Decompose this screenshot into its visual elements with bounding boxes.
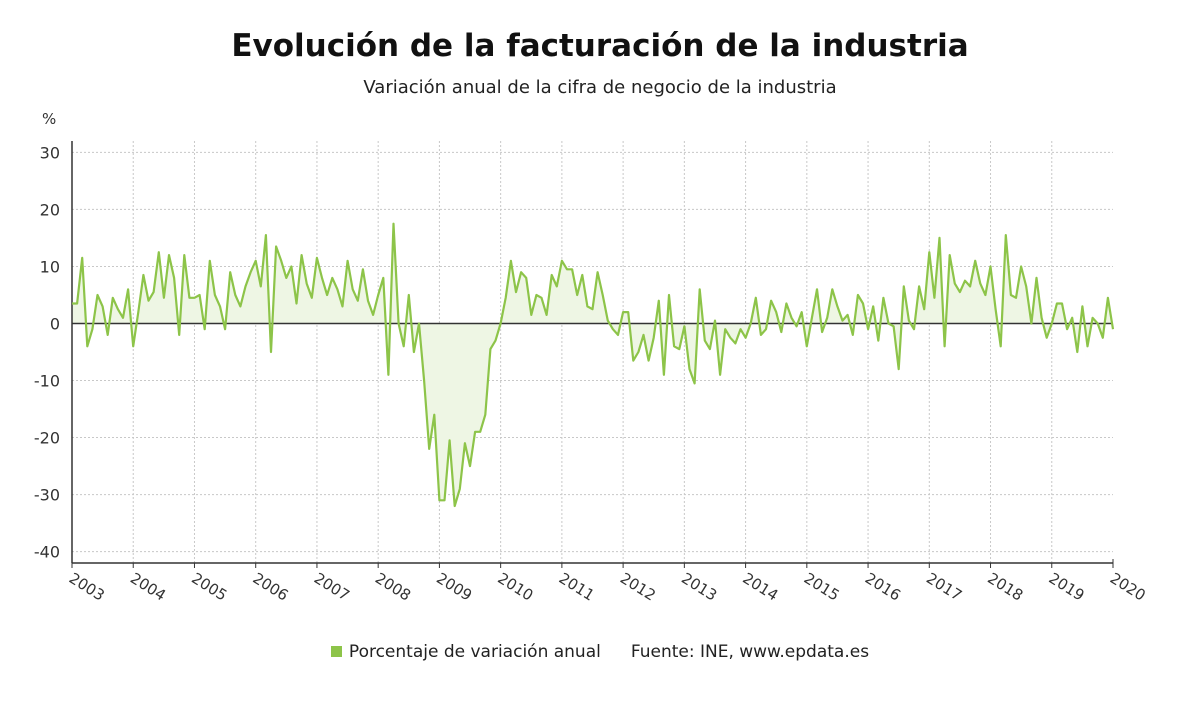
y-axis-unit-label: % — [42, 110, 57, 128]
y-tick-label: 30 — [40, 143, 60, 162]
x-tick-label: 2019 — [1046, 569, 1088, 605]
area-fill-layer — [72, 223, 1113, 506]
grid-lines — [72, 141, 1113, 563]
y-tick-label: -20 — [34, 429, 60, 448]
y-tick-label: 20 — [40, 200, 60, 219]
x-tick-label: 2012 — [617, 569, 659, 605]
y-tick-label: -10 — [34, 372, 60, 391]
legend-series-label: Porcentaje de variación anual — [348, 642, 601, 662]
series-line-layer — [72, 222, 1115, 508]
x-tick-label: 2008 — [372, 569, 414, 605]
y-tick-label: -40 — [34, 543, 60, 562]
x-tick-labels: 2003 2004 2005 2006 2007 2008 2009 2010 2011 2012… — [66, 569, 1149, 605]
x-tick-label: 2005 — [188, 569, 230, 605]
x-tick-label: 2020 — [1107, 569, 1149, 605]
source-note: Fuente: INE, www.epdata.es — [630, 642, 870, 662]
x-tick-label: 2017 — [923, 569, 965, 605]
x-tick-label: 2015 — [801, 569, 843, 605]
y-tick-label: -30 — [34, 486, 60, 505]
x-tick-label: 2007 — [311, 569, 353, 605]
x-tick-label: 2004 — [127, 569, 169, 605]
y-tick-labels: 30 20 10 0 -10 -20 -30 -40 — [34, 143, 60, 561]
x-tick-label: 2010 — [495, 569, 537, 605]
y-tick-label: 10 — [40, 257, 60, 276]
series-line-porcentaje-variacion — [72, 222, 1115, 508]
chart-subtitle: Variación anual de la cifra de negocio d… — [363, 77, 837, 98]
x-tick-label: 2014 — [739, 569, 781, 605]
x-tick-label: 2013 — [678, 569, 720, 605]
series-area-fill — [72, 223, 1113, 506]
x-tick-label: 2016 — [862, 569, 904, 605]
x-tick-label: 2006 — [250, 569, 292, 605]
chart-title: Evolución de la facturación de la indust… — [231, 28, 969, 64]
x-tick-label: 2018 — [984, 569, 1026, 605]
axes — [71, 141, 1114, 568]
legend: Porcentaje de variación anual Fuente: INE… — [0, 642, 1200, 662]
x-tick-label: 2009 — [433, 569, 475, 605]
x-tick-label: 2011 — [556, 569, 598, 605]
legend-swatch — [330, 646, 342, 657]
y-tick-label: 0 — [50, 314, 60, 333]
x-tick-label: 2003 — [66, 569, 108, 605]
